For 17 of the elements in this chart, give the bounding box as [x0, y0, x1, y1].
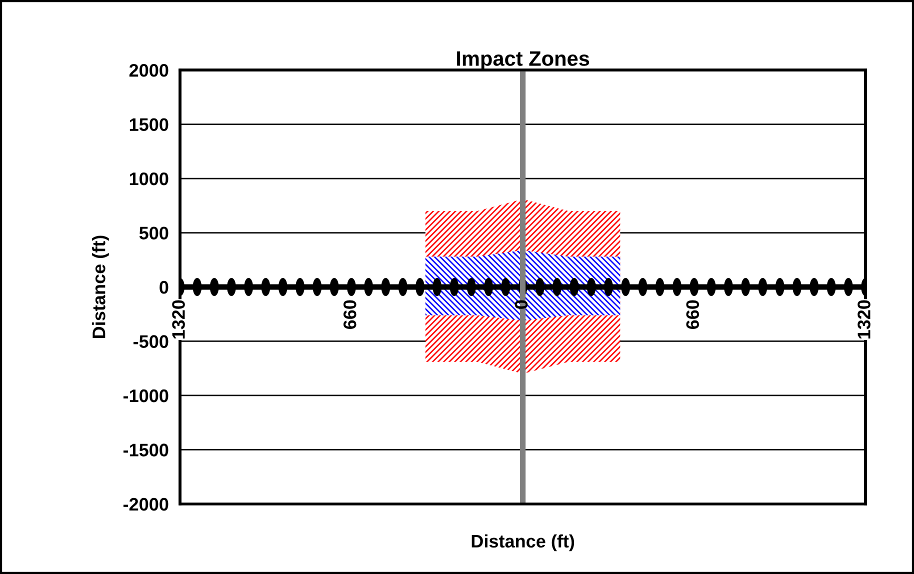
x-tick-label: 660: [686, 300, 700, 329]
x-axis-title: Distance (ft): [472, 534, 574, 552]
y-tick-label: 1500: [130, 118, 168, 131]
y-tick-label: -1500: [123, 444, 168, 456]
y-axis-title: Distance (ft): [92, 236, 109, 338]
y-tick-label: 1000: [130, 172, 168, 186]
x-tick-label: 1320: [858, 300, 870, 339]
y-tick-label: 500: [139, 226, 168, 240]
y-tick-label: 2000: [129, 64, 168, 77]
y-tick-label: 0: [160, 280, 168, 294]
x-tick-label: 1320: [172, 300, 185, 339]
x-tick-label: 0: [514, 300, 528, 309]
chart-title: Impact Zones: [457, 51, 590, 70]
y-tick-label: -500: [134, 335, 168, 348]
x-tick-label: 660: [343, 300, 356, 329]
y-tick-label: -1000: [123, 389, 168, 402]
y-tick-label: -2000: [123, 498, 168, 511]
